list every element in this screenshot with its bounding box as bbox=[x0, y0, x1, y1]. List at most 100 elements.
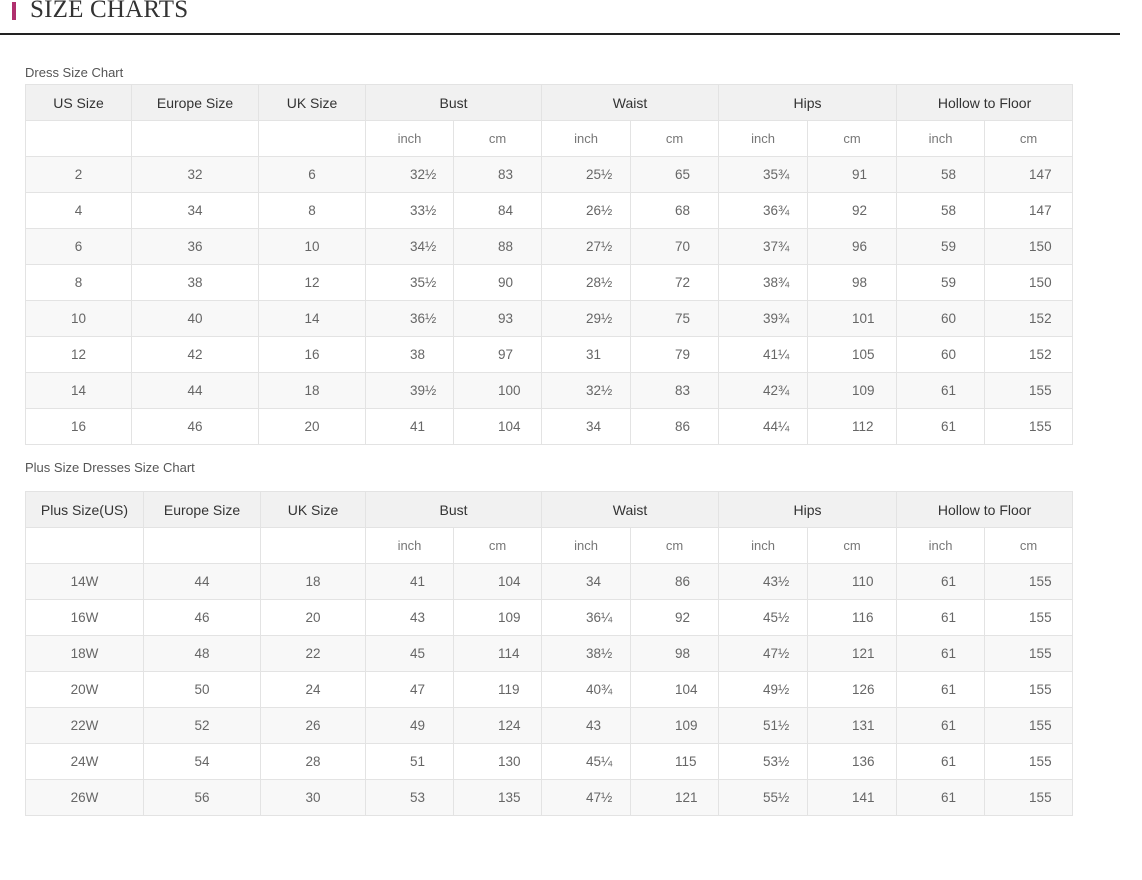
table-cell: 116 bbox=[807, 599, 898, 636]
table-cell: 155 bbox=[984, 599, 1074, 636]
table-cell: 41 bbox=[365, 408, 454, 445]
table-cell: 47 bbox=[365, 671, 454, 708]
table-cell: 26W bbox=[25, 779, 144, 816]
table-row: 20W 50 24 47 119 40¾ 104 49½ 126 61 155 bbox=[25, 671, 1074, 708]
table-cell: 42 bbox=[131, 336, 259, 373]
table-cell: 26 bbox=[260, 707, 366, 744]
table-cell: 70 bbox=[630, 228, 720, 265]
table-cell: 45 bbox=[365, 635, 454, 672]
table-cell: 115 bbox=[630, 743, 720, 780]
table-cell: 75 bbox=[630, 300, 720, 337]
unit-label: cm bbox=[452, 120, 543, 157]
table-cell: 50 bbox=[143, 671, 261, 708]
unit-label: inch bbox=[365, 120, 454, 157]
table-cell: 92 bbox=[807, 192, 898, 229]
column-header: Bust bbox=[364, 491, 543, 528]
table-cell: 104 bbox=[630, 671, 720, 708]
column-header: Europe Size bbox=[131, 84, 259, 121]
table-cell: 58 bbox=[896, 156, 986, 193]
table-row: 4 34 8 33½ 84 26½ 68 36¾ 92 58 147 bbox=[25, 192, 1074, 229]
table-cell: 58 bbox=[896, 192, 986, 229]
column-header: UK Size bbox=[260, 491, 366, 528]
table-row: 18W 48 22 45 114 38½ 98 47½ 121 61 155 bbox=[25, 635, 1074, 672]
table-cell: 32½ bbox=[541, 372, 632, 409]
table-cell: 24 bbox=[260, 671, 366, 708]
table-cell: 38 bbox=[131, 264, 259, 301]
table-cell: 109 bbox=[807, 372, 898, 409]
table-cell: 32½ bbox=[365, 156, 454, 193]
table-row: 10 40 14 36½ 93 29½ 75 39¾ 101 60 152 bbox=[25, 300, 1074, 337]
header-row: Plus Size(US) Europe Size UK Size Bust Waist… bbox=[25, 491, 1074, 528]
table-cell: 131 bbox=[807, 707, 898, 744]
table-cell: 16 bbox=[25, 408, 132, 445]
table-cell: 46 bbox=[131, 408, 259, 445]
empty-cell bbox=[25, 527, 144, 564]
table-cell: 41¼ bbox=[718, 336, 809, 373]
table-cell: 34 bbox=[541, 563, 632, 600]
table-cell: 6 bbox=[25, 228, 132, 265]
table-cell: 47½ bbox=[718, 635, 809, 672]
table-cell: 86 bbox=[630, 563, 720, 600]
column-header: US Size bbox=[25, 84, 132, 121]
table-cell: 61 bbox=[896, 635, 986, 672]
unit-row: inch cm inch cm inch cm inch cm bbox=[25, 527, 1074, 564]
table-cell: 36¾ bbox=[718, 192, 809, 229]
page-header: SIZE CHARTS bbox=[0, 0, 1120, 35]
table-cell: 147 bbox=[984, 156, 1074, 193]
table-row: 24W 54 28 51 130 45¼ 115 53½ 136 61 155 bbox=[25, 743, 1074, 780]
table-cell: 6 bbox=[258, 156, 366, 193]
unit-label: cm bbox=[630, 120, 720, 157]
table-cell: 61 bbox=[896, 671, 986, 708]
table-cell: 100 bbox=[452, 372, 543, 409]
empty-cell bbox=[143, 527, 261, 564]
table-cell: 61 bbox=[896, 372, 986, 409]
table-cell: 12 bbox=[25, 336, 132, 373]
column-header: Waist bbox=[541, 84, 720, 121]
table-cell: 8 bbox=[258, 192, 366, 229]
table-cell: 155 bbox=[984, 743, 1074, 780]
column-header: Hips bbox=[718, 84, 898, 121]
table-cell: 49 bbox=[365, 707, 454, 744]
table-cell: 25½ bbox=[541, 156, 632, 193]
table-cell: 46 bbox=[143, 599, 261, 636]
table-cell: 59 bbox=[896, 264, 986, 301]
header-row: US Size Europe Size UK Size Bust Waist Hips Ho… bbox=[25, 84, 1074, 121]
table-cell: 10 bbox=[258, 228, 366, 265]
table-cell: 97 bbox=[452, 336, 543, 373]
table-cell: 147 bbox=[984, 192, 1074, 229]
table-row: 16W 46 20 43 109 36¼ 92 45½ 116 61 155 bbox=[25, 599, 1074, 636]
table-cell: 53½ bbox=[718, 743, 809, 780]
unit-label: cm bbox=[984, 527, 1074, 564]
table-cell: 101 bbox=[807, 300, 898, 337]
unit-label: cm bbox=[807, 527, 898, 564]
table-cell: 155 bbox=[984, 671, 1074, 708]
table-cell: 36 bbox=[131, 228, 259, 265]
table-cell: 41 bbox=[365, 563, 454, 600]
table-cell: 44¼ bbox=[718, 408, 809, 445]
table-cell: 109 bbox=[452, 599, 543, 636]
empty-cell bbox=[131, 120, 259, 157]
table-cell: 45¼ bbox=[541, 743, 632, 780]
table-cell: 54 bbox=[143, 743, 261, 780]
table-cell: 44 bbox=[131, 372, 259, 409]
table-cell: 130 bbox=[452, 743, 543, 780]
table-cell: 152 bbox=[984, 336, 1074, 373]
table-cell: 114 bbox=[452, 635, 543, 672]
unit-label: inch bbox=[896, 120, 986, 157]
table-cell: 79 bbox=[630, 336, 720, 373]
table-cell: 34 bbox=[131, 192, 259, 229]
table-cell: 52 bbox=[143, 707, 261, 744]
unit-label: inch bbox=[718, 120, 809, 157]
table-row: 12 42 16 38 97 31 79 41¼ 105 60 152 bbox=[25, 336, 1074, 373]
table-cell: 121 bbox=[630, 779, 720, 816]
table-cell: 61 bbox=[896, 599, 986, 636]
table-cell: 55½ bbox=[718, 779, 809, 816]
table-cell: 60 bbox=[896, 300, 986, 337]
table-cell: 18 bbox=[258, 372, 366, 409]
unit-label: cm bbox=[984, 120, 1074, 157]
table-cell: 20 bbox=[258, 408, 366, 445]
table-cell: 35¾ bbox=[718, 156, 809, 193]
table-cell: 155 bbox=[984, 779, 1074, 816]
unit-label: cm bbox=[807, 120, 898, 157]
table-cell: 40¾ bbox=[541, 671, 632, 708]
